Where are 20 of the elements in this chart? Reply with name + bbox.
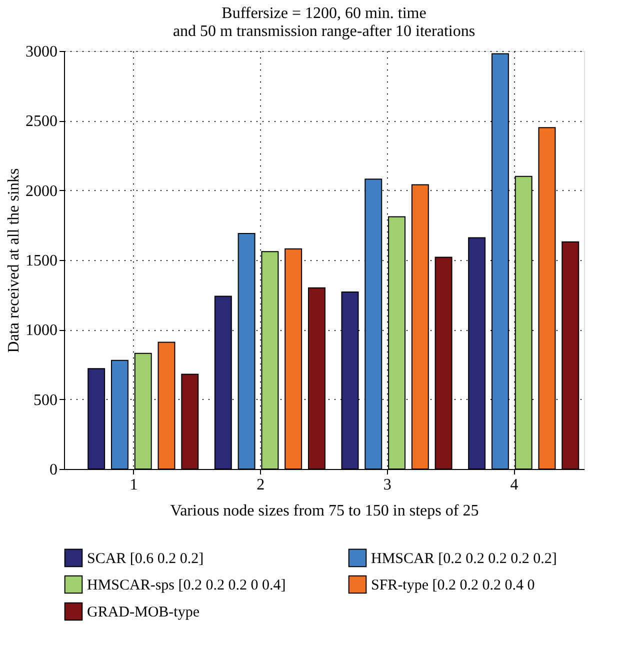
legend-label: GRAD-MOB-type: [87, 604, 200, 620]
y-tick-label: 2000: [26, 182, 58, 200]
text: and 50 m transmission range-after 10 iterations: [172, 23, 476, 40]
legend-label: HMSCAR [0.2 0.2 0.2 0.2 0.2]: [371, 550, 557, 567]
x-tick-label: 1: [130, 476, 138, 494]
x-axis-title: Various node sizes from 75 to 150 in steps of 25: [170, 502, 479, 520]
y-tick-label: 1000: [26, 322, 58, 340]
y-tick-label: 1500: [26, 252, 58, 270]
x-tick-label: 2: [256, 476, 265, 494]
legend-label: HMSCAR-sps [0.2 0.2 0.2 0 0.4]: [87, 578, 286, 594]
legend-label: SCAR [0.6 0.2 0.2]: [87, 550, 204, 567]
x-tick-label: 3: [383, 476, 392, 494]
y-tick-label: 3000: [26, 44, 58, 60]
y-tick-label: 0: [50, 462, 58, 478]
y-tick-label: 500: [34, 392, 58, 409]
y-axis-title: Data received at all the sinks: [6, 168, 22, 353]
text: Buffersize = 1200, 60 min. time: [222, 5, 426, 22]
legend-label: SFR-type [0.2 0.2 0.2 0.4 0: [371, 578, 535, 594]
x-tick-label: 4: [510, 476, 518, 494]
y-tick-label: 2500: [26, 113, 58, 130]
